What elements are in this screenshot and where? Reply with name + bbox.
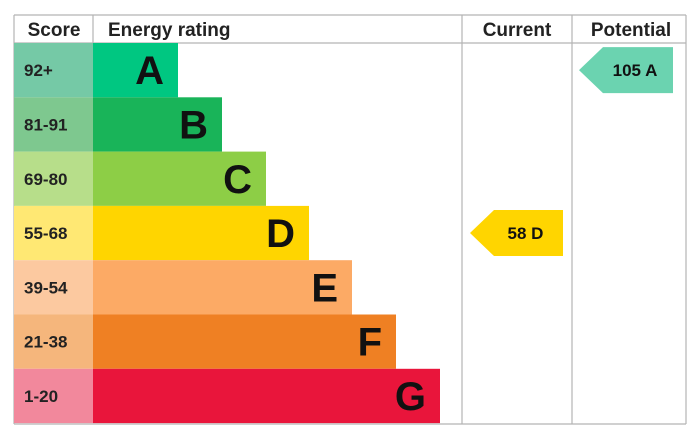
score-cell — [14, 205, 93, 261]
score-cell — [14, 43, 93, 98]
potential-rating-arrow: 105 A — [579, 47, 673, 94]
band-letter-d: D — [266, 212, 295, 256]
band-bar-a — [93, 43, 178, 98]
score-cell — [14, 314, 93, 369]
current-rating-arrow-label: 58 D — [508, 224, 544, 243]
band-bar-c — [93, 151, 266, 206]
band-row-c: 69-80 C — [14, 151, 266, 206]
score-cell — [14, 260, 93, 315]
band-row-d: 55-68 D — [14, 205, 309, 261]
band-bar-g — [93, 368, 440, 424]
potential-rating-arrow-label: 105 A — [613, 61, 658, 80]
score-range-label: 39-54 — [24, 278, 68, 297]
header-potential: Potential — [591, 20, 671, 41]
header-energy-rating: Energy rating — [108, 20, 230, 41]
band-bar-f — [93, 314, 396, 369]
rating-arrows: 58 D 105 A — [470, 47, 673, 257]
band-bar-d — [93, 205, 309, 261]
current-rating-arrow-shape — [470, 210, 563, 257]
score-cell — [14, 368, 93, 424]
score-range-label: 69-80 — [24, 170, 67, 189]
band-row-f: 21-38 F — [14, 314, 396, 369]
potential-rating-arrow-shape — [579, 47, 673, 94]
column-headers: Score Energy rating Current Potential — [28, 20, 672, 41]
band-letter-f: F — [358, 321, 382, 365]
score-range-label: 81-91 — [24, 115, 67, 134]
header-score: Score — [28, 20, 81, 41]
band-letter-a: A — [135, 49, 164, 93]
score-range-label: 92+ — [24, 61, 53, 80]
score-range-label: 55-68 — [24, 224, 67, 243]
current-rating-arrow: 58 D — [470, 210, 563, 257]
score-cell — [14, 97, 93, 152]
header-current: Current — [483, 20, 552, 41]
band-letter-c: C — [223, 158, 252, 202]
band-row-b: 81-91 B — [14, 97, 222, 152]
band-row-g: 1-20 G — [14, 368, 440, 424]
score-cell — [14, 151, 93, 206]
score-range-label: 21-38 — [24, 333, 67, 352]
band-row-e: 39-54 E — [14, 260, 352, 315]
rating-bands: 92+ A 81-91 B 69-80 C 55-68 D 39-54 E 21-38 F 1-20 G — [14, 43, 440, 424]
band-letter-b: B — [179, 103, 208, 147]
band-bar-e — [93, 260, 352, 315]
score-range-label: 1-20 — [24, 387, 58, 406]
band-row-a: 92+ A — [14, 43, 178, 98]
band-letter-e: E — [311, 266, 338, 310]
band-bar-b — [93, 97, 222, 152]
band-letter-g: G — [395, 375, 426, 419]
